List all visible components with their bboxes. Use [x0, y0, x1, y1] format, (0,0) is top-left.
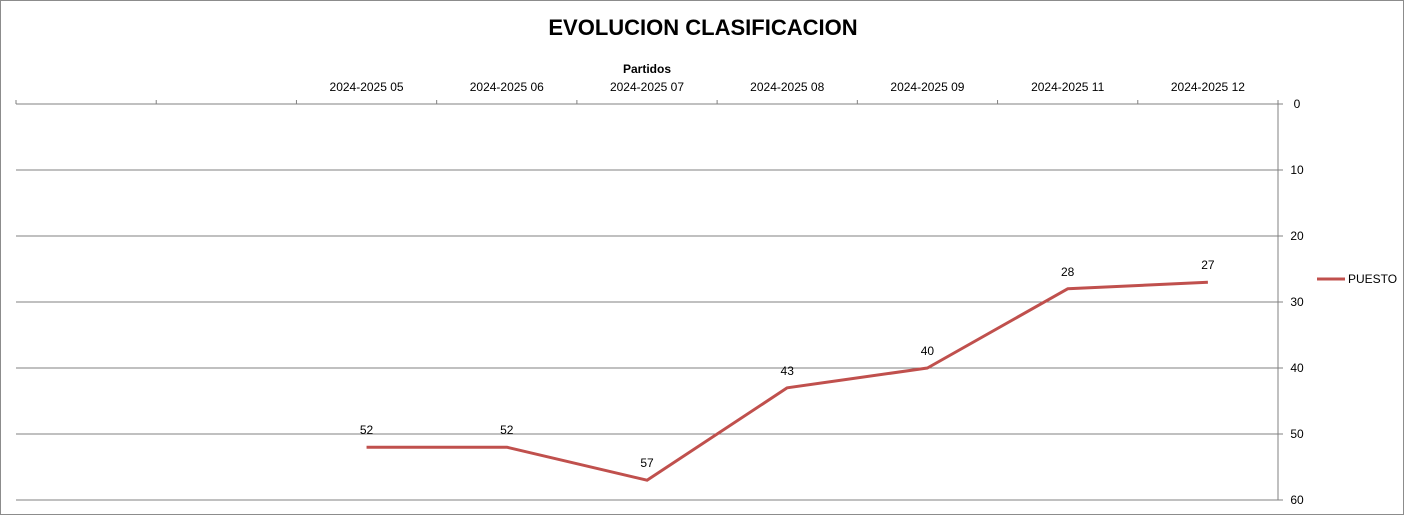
y-tick-label-50: 50: [1290, 427, 1304, 441]
data-label-3: 52: [500, 423, 514, 437]
data-label-6: 40: [921, 344, 935, 358]
legend-label-puesto: PUESTO: [1348, 272, 1397, 286]
data-label-2: 52: [360, 423, 374, 437]
data-label-5: 43: [781, 364, 795, 378]
chart-title: EVOLUCION CLASIFICACION: [548, 15, 857, 40]
x-tick-label-7: 2024-2025 11: [1031, 80, 1105, 94]
x-tick-label-3: 2024-2025 06: [470, 80, 544, 94]
data-label-4: 57: [640, 456, 654, 470]
axes: 0 10 20 30 40 50 60 2024-2025 05 2024-2025 06 202…: [15, 80, 1304, 507]
y-tick-label-0: 0: [1294, 97, 1301, 111]
x-tick-label-6: 2024-2025 09: [890, 80, 964, 94]
legend: PUESTO: [1317, 272, 1397, 286]
x-tick-label-8: 2024-2025 12: [1171, 80, 1245, 94]
y-tick-label-10: 10: [1290, 163, 1304, 177]
y-tick-label-20: 20: [1290, 229, 1304, 243]
x-tick-label-2: 2024-2025 05: [330, 80, 404, 94]
y-tick-label-60: 60: [1290, 493, 1304, 507]
series-layer: [366, 280, 1208, 482]
data-labels: 52 52 57 43 40 28 27: [360, 258, 1215, 470]
y-tick-label-30: 30: [1290, 295, 1304, 309]
y-tick-label-40: 40: [1290, 361, 1304, 375]
series-line-puesto: [366, 280, 1208, 482]
x-tick-label-4: 2024-2025 07: [610, 80, 684, 94]
data-label-8: 27: [1201, 258, 1215, 272]
data-label-7: 28: [1061, 265, 1075, 279]
x-axis-label: Partidos: [623, 62, 671, 76]
gridlines: [16, 103, 1278, 501]
x-tick-label-5: 2024-2025 08: [750, 80, 824, 94]
